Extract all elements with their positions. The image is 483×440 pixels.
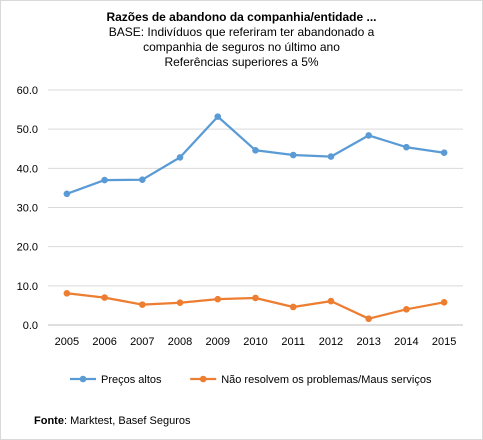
data-point — [214, 295, 222, 303]
x-tick-label: 2009 — [206, 336, 230, 348]
data-point — [403, 306, 410, 313]
legend-marker-2 — [199, 375, 207, 383]
data-point — [176, 299, 184, 306]
data-point — [252, 294, 259, 302]
x-tick-label: 2013 — [356, 336, 380, 348]
x-tick-label: 2008 — [168, 336, 192, 348]
source-note: Fonte: Marktest, Basef Seguros — [34, 415, 191, 427]
y-tick-label: 10.0 — [17, 281, 38, 293]
data-point — [365, 315, 372, 323]
chart-titles: Razões de abandono da companhia/entidade… — [0, 10, 483, 70]
y-tick-label: 60.0 — [17, 85, 38, 97]
data-point — [101, 294, 108, 301]
data-point — [63, 190, 71, 198]
data-point — [63, 289, 71, 297]
legend: Preços altos Não resolvem os problemas/Ma… — [70, 374, 432, 386]
y-tick-label: 0.0 — [23, 320, 38, 332]
data-point — [440, 298, 448, 306]
x-tick-label: 2014 — [394, 336, 418, 348]
chart-subtitle-line-3: Referências superiores a 5% — [164, 55, 319, 69]
x-tick-label: 2007 — [130, 336, 154, 348]
series-line-1 — [66, 115, 445, 195]
data-point — [101, 176, 108, 184]
y-axis: 0.0 10.0 20.0 30.0 40.0 50.0 60.0 — [17, 85, 38, 332]
data-point — [139, 301, 146, 308]
data-point — [440, 149, 448, 156]
data-point — [289, 303, 297, 311]
source-label: Fonte — [34, 415, 64, 427]
y-tick-label: 20.0 — [17, 242, 38, 254]
legend-label-2: Não resolvem os problemas/Maus serviços — [221, 374, 432, 386]
plot-area — [63, 113, 448, 323]
chart-title: Razões de abandono da companhia/entidade… — [106, 10, 377, 24]
data-point — [214, 113, 222, 120]
y-tick-label: 40.0 — [17, 163, 38, 175]
y-tick-label: 30.0 — [17, 203, 38, 215]
x-tick-label: 2005 — [55, 336, 79, 348]
x-tick-label: 2010 — [243, 336, 267, 348]
x-tick-label: 2006 — [92, 336, 116, 348]
data-point — [289, 151, 297, 159]
source-text: : Marktest, Basef Seguros — [63, 415, 191, 427]
data-point — [139, 176, 146, 183]
data-point — [252, 147, 259, 154]
data-point — [327, 153, 335, 160]
data-point — [403, 143, 410, 151]
chart-subtitle-line-2: companhia de seguros no último ano — [143, 40, 340, 54]
legend-label-1: Preços altos — [101, 374, 162, 386]
gridlines — [48, 89, 463, 287]
data-point — [365, 132, 372, 139]
x-tick-label: 2015 — [432, 336, 456, 348]
chart-subtitle-line-1: BASE: Indivíduos que referiram ter aband… — [108, 25, 375, 39]
legend-marker-1 — [79, 375, 87, 383]
data-point — [176, 154, 184, 161]
x-axis: 2005 2006 2007 2008 2009 2010 2011 2012 2013 2014… — [48, 324, 463, 348]
x-tick-label: 2012 — [319, 336, 343, 348]
data-point — [327, 297, 335, 305]
x-tick-label: 2011 — [281, 336, 305, 348]
y-tick-label: 50.0 — [17, 124, 38, 136]
